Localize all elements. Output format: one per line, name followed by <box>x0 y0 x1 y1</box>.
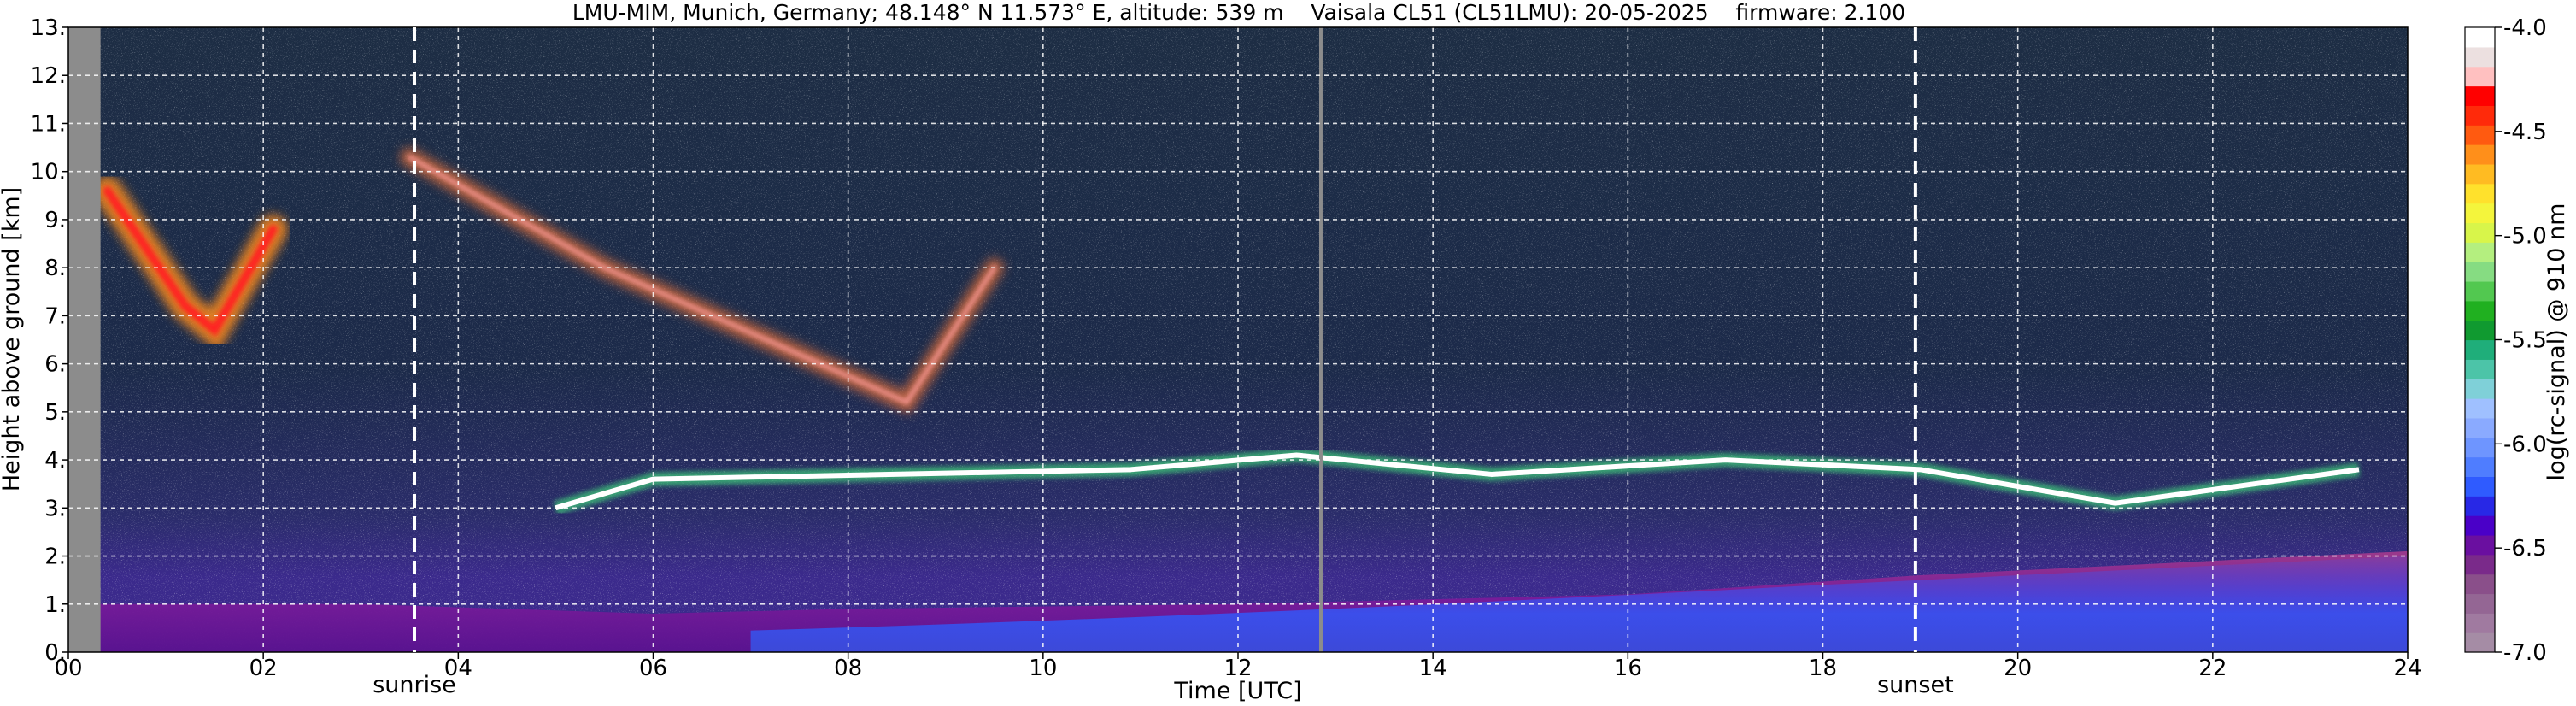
colorbar-label: log(rc-signal) @ 910 nm <box>2544 203 2570 481</box>
x-tick-label: 14 <box>1419 656 1447 681</box>
colorbar-swatch <box>2465 222 2495 243</box>
colorbar-tick-label: -6.0 <box>2503 432 2547 457</box>
sun-marker-label: sunrise <box>373 672 456 698</box>
y-tick-label: 6. <box>44 352 66 378</box>
series-cloud-layer <box>555 452 2360 511</box>
y-axis-label: Height above ground [km] <box>0 187 25 491</box>
colorbar-swatch <box>2465 496 2495 516</box>
colorbar-swatch <box>2465 554 2495 575</box>
chart-title: LMU-MIM, Munich, Germany; 48.148° N 11.5… <box>572 0 1905 25</box>
y-tick-label: 7. <box>44 303 66 329</box>
axes: 00 02 04 06 08 10 12 14 16 18 20 22 24 0. 1. 2. 3. 4. 5. 6.… <box>31 15 2422 681</box>
colorbar-swatch <box>2465 300 2495 321</box>
y-tick-label: 11. <box>31 111 66 137</box>
x-tick-label: 12 <box>1223 656 1252 681</box>
colorbar-swatch <box>2465 593 2495 614</box>
colorbar-swatch <box>2465 66 2495 87</box>
colorbar-swatch <box>2465 163 2495 185</box>
x-tick-label: 06 <box>639 656 667 681</box>
x-tick-label: 18 <box>1809 656 1837 681</box>
colorbar-swatch <box>2465 417 2495 438</box>
colorbar-swatch <box>2465 359 2495 379</box>
x-tick-label: 20 <box>2004 656 2032 681</box>
colorbar-swatch <box>2465 379 2495 399</box>
colorbar: -4.0 -4.5 -5.0 -5.5 -6.0 -6.5 -7.0 <box>2464 15 2547 666</box>
colorbar-swatch <box>2465 144 2495 165</box>
colorbar-tick-label: -7.0 <box>2503 640 2547 666</box>
colorbar-swatch <box>2465 574 2495 595</box>
y-tick-label: 8. <box>44 256 66 281</box>
y-tick-label: 3. <box>44 496 66 521</box>
x-tick-label: 10 <box>1029 656 1057 681</box>
y-tick-label: 12. <box>31 63 66 89</box>
colorbar-swatch <box>2465 280 2495 302</box>
x-tick-label: 08 <box>834 656 862 681</box>
sun-marker-label: sunset <box>1877 672 1954 698</box>
series-cirrus-late-core <box>407 155 997 405</box>
y-tick-label: 4. <box>44 448 66 474</box>
colorbar-swatch <box>2465 320 2495 341</box>
y-tick-label: 9. <box>44 208 66 233</box>
colorbar-swatch <box>2465 456 2495 478</box>
colorbar-swatch <box>2465 613 2495 633</box>
colorbar-swatch <box>2465 534 2495 556</box>
x-tick-label: 24 <box>2393 656 2421 681</box>
x-tick-label: 02 <box>249 656 278 681</box>
colorbar-swatch <box>2465 125 2495 145</box>
x-axis-label: Time [UTC] <box>1173 678 1301 704</box>
colorbar-swatch <box>2465 203 2495 224</box>
colorbar-swatch <box>2465 515 2495 536</box>
colorbar-swatch <box>2465 242 2495 262</box>
colorbar-swatch <box>2465 27 2495 48</box>
y-tick-label: 13. <box>31 15 66 41</box>
x-tick-label: 22 <box>2198 656 2227 681</box>
sun-markers: sunrise sunset <box>373 27 1954 698</box>
x-tick-label: 16 <box>1614 656 1642 681</box>
colorbar-swatch <box>2465 262 2495 282</box>
y-tick-label: 0. <box>44 640 66 666</box>
colorbar-swatch <box>2465 476 2495 497</box>
colorbar-swatch <box>2465 398 2495 419</box>
y-tick-label: 2. <box>44 544 66 570</box>
grid-lines <box>68 27 2408 652</box>
colorbar-swatch <box>2465 46 2495 68</box>
y-tick-label: 5. <box>44 400 66 426</box>
data-gap-line <box>1318 27 1323 652</box>
missing-data-strip <box>68 27 101 652</box>
colorbar-tick-label: -5.5 <box>2503 328 2547 354</box>
colorbar-tick-label: -4.0 <box>2503 15 2547 41</box>
series-cirrus-early-core <box>103 186 278 337</box>
colorbar-swatch <box>2465 339 2495 360</box>
colorbar-swatch <box>2465 437 2495 458</box>
x-tick-label: 00 <box>54 656 82 681</box>
colorbar-swatch <box>2465 85 2495 106</box>
colorbar-tick-label: -5.0 <box>2503 224 2547 250</box>
near-surface-layer <box>750 556 2408 652</box>
x-tick-label: 04 <box>444 656 472 681</box>
colorbar-tick-label: -6.5 <box>2503 536 2547 562</box>
colorbar-swatch <box>2465 105 2495 126</box>
colorbar-swatch <box>2465 632 2495 653</box>
colorbar-tick-label: -4.5 <box>2503 120 2547 145</box>
colorbar-swatch <box>2465 183 2495 204</box>
y-tick-label: 10. <box>31 160 66 185</box>
y-tick-label: 1. <box>44 592 66 618</box>
